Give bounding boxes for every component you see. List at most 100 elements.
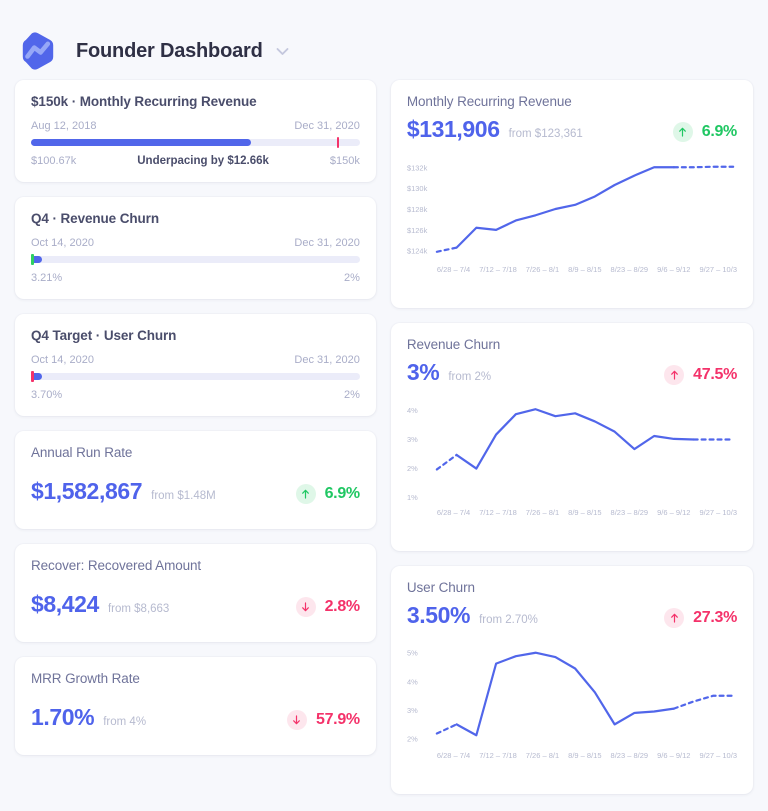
x-tick-label: 8/23 – 8/29 bbox=[610, 751, 649, 760]
x-tick-label: 7/26 – 8/1 bbox=[525, 751, 560, 760]
goal-footer: 3.21% 2% bbox=[31, 272, 360, 284]
goal-dates: Aug 12, 2018 Dec 31, 2020 bbox=[31, 120, 360, 132]
arrow-up-icon bbox=[664, 365, 685, 385]
goal-card[interactable]: Q4 Target · User Churn Oct 14, 2020 Dec … bbox=[15, 314, 376, 416]
x-tick-label: 7/26 – 8/1 bbox=[525, 265, 560, 274]
arrow-down-icon bbox=[286, 710, 307, 730]
chart-from-label: from bbox=[508, 128, 532, 140]
metric-title: MRR Growth Rate bbox=[31, 671, 140, 686]
x-tick-label: 8/9 – 8/15 bbox=[568, 751, 602, 760]
goal-end-date: Dec 31, 2020 bbox=[294, 237, 360, 249]
chevron-down-icon[interactable] bbox=[276, 47, 289, 56]
metric-row: $1,582,867 from $1.48M 6.9% bbox=[31, 478, 360, 505]
page-title: Founder Dashboard bbox=[76, 39, 263, 62]
svg-text:2%: 2% bbox=[407, 735, 418, 744]
line-chart: $124k $126k $128k $130k $132k bbox=[407, 153, 737, 263]
line-chart: 2% 3% 4% 5% bbox=[407, 639, 737, 749]
status-badge: 27.3% bbox=[664, 608, 737, 628]
goal-pace-marker bbox=[31, 254, 34, 265]
chart-card[interactable]: Revenue Churn 3% from 2% 47.5% bbox=[390, 323, 753, 551]
dashboard-grid: $150k · Monthly Recurring Revenue Aug 12… bbox=[0, 80, 768, 794]
chart-card[interactable]: Monthly Recurring Revenue $131,906 from … bbox=[390, 80, 753, 308]
x-tick-label: 6/28 – 7/4 bbox=[436, 508, 471, 517]
metric-change: 2.8% bbox=[324, 598, 361, 615]
goal-progress-fill bbox=[31, 373, 42, 380]
metric-row: $8,424 from $8,663 2.8% bbox=[31, 591, 360, 618]
chart-comparison: from 2% bbox=[448, 371, 491, 383]
x-tick-label: 7/12 – 7/18 bbox=[479, 751, 517, 760]
status-badge: 57.9% bbox=[286, 710, 360, 730]
chart-title: Monthly Recurring Revenue bbox=[406, 94, 572, 109]
arrow-up-icon bbox=[664, 608, 685, 628]
metric-title: Recover: Recovered Amount bbox=[31, 558, 202, 573]
goal-progress-fill bbox=[31, 139, 252, 146]
chart-from-value: $123,361 bbox=[534, 128, 583, 140]
metric-from-label: from bbox=[107, 603, 131, 615]
goal-start-value: $100.67k bbox=[31, 155, 77, 167]
metric-card[interactable]: MRR Growth Rate 1.70% from 4% 57.9% bbox=[15, 657, 376, 755]
chart-value: $131,906 bbox=[406, 116, 500, 142]
left-column: $150k · Monthly Recurring Revenue Aug 12… bbox=[15, 80, 376, 794]
arrow-down-icon bbox=[295, 597, 316, 617]
chart-from-label: from bbox=[479, 614, 503, 626]
goal-end-date: Dec 31, 2020 bbox=[294, 120, 360, 132]
metric-value: 1.70% bbox=[31, 704, 95, 730]
chart-from-label: from bbox=[448, 371, 472, 383]
chart-title: Revenue Churn bbox=[406, 337, 501, 352]
metric-value: $1,582,867 bbox=[31, 478, 143, 504]
x-tick-label: 6/28 – 7/4 bbox=[436, 751, 471, 760]
x-tick-label: 9/27 – 10/3 bbox=[699, 508, 737, 517]
goal-target-value: $150k bbox=[329, 155, 360, 167]
chart-comparison: from $123,361 bbox=[509, 128, 583, 140]
chart-from-value: 2.70% bbox=[505, 614, 538, 626]
chart-x-axis: 6/28 – 7/4 7/12 – 7/18 7/26 – 8/1 8/9 – 8/1… bbox=[407, 265, 737, 274]
chart-title: User Churn bbox=[406, 580, 475, 595]
svg-text:4%: 4% bbox=[407, 406, 418, 415]
x-tick-label: 9/27 – 10/3 bbox=[699, 265, 737, 274]
svg-text:4%: 4% bbox=[407, 677, 418, 686]
svg-text:1%: 1% bbox=[407, 493, 418, 502]
goal-progress-bar bbox=[31, 137, 360, 148]
x-tick-label: 9/6 – 9/12 bbox=[657, 508, 691, 517]
x-tick-label: 8/9 – 8/15 bbox=[568, 508, 602, 517]
metric-card[interactable]: Recover: Recovered Amount $8,424 from $8… bbox=[15, 544, 376, 642]
x-tick-label: 9/27 – 10/3 bbox=[699, 751, 737, 760]
metric-value-group: $1,582,867 from $1.48M bbox=[31, 478, 216, 505]
svg-text:3%: 3% bbox=[407, 706, 418, 715]
chart-summary-row: 3.50% from 2.70% 27.3% bbox=[407, 602, 737, 629]
svg-text:$128k: $128k bbox=[407, 205, 428, 214]
goal-pace-marker bbox=[336, 137, 340, 148]
goal-card[interactable]: $150k · Monthly Recurring Revenue Aug 12… bbox=[15, 80, 376, 182]
goal-target-value: 2% bbox=[343, 272, 360, 284]
svg-text:$126k: $126k bbox=[407, 226, 428, 235]
line-chart: 1% 2% 3% 4% bbox=[407, 396, 737, 506]
svg-text:$130k: $130k bbox=[407, 184, 428, 193]
x-tick-label: 8/9 – 8/15 bbox=[568, 265, 602, 274]
chart-change: 27.3% bbox=[693, 609, 737, 626]
chart-card[interactable]: User Churn 3.50% from 2.70% 27.3% bbox=[390, 566, 753, 794]
goal-status: Underpacing by $12.66k bbox=[137, 155, 269, 167]
chart-comparison: from 2.70% bbox=[479, 614, 538, 626]
chart-value: 3.50% bbox=[406, 602, 471, 628]
right-column: Monthly Recurring Revenue $131,906 from … bbox=[390, 80, 753, 794]
metric-card[interactable]: Annual Run Rate $1,582,867 from $1.48M bbox=[15, 431, 376, 529]
x-tick-label: 6/28 – 7/4 bbox=[436, 265, 471, 274]
metric-from-value: $1.48M bbox=[177, 490, 216, 502]
goal-footer: $100.67k Underpacing by $12.66k $150k bbox=[31, 155, 360, 167]
metric-change: 57.9% bbox=[315, 711, 360, 728]
goal-pace-marker bbox=[31, 371, 34, 382]
svg-text:$132k: $132k bbox=[407, 163, 428, 172]
status-badge: 47.5% bbox=[664, 365, 737, 385]
goal-target-value: 2% bbox=[343, 389, 360, 401]
chart-x-axis: 6/28 – 7/4 7/12 – 7/18 7/26 – 8/1 8/9 – 8/1… bbox=[407, 751, 737, 760]
goal-start-date: Oct 14, 2020 bbox=[31, 237, 94, 249]
goal-start-value: 3.21% bbox=[31, 272, 63, 284]
arrow-up-icon bbox=[672, 122, 693, 142]
goal-dates: Oct 14, 2020 Dec 31, 2020 bbox=[31, 354, 360, 366]
metric-from-value: 4% bbox=[129, 716, 147, 728]
metric-comparison: from 4% bbox=[103, 716, 146, 728]
goal-card[interactable]: Q4 · Revenue Churn Oct 14, 2020 Dec 31, … bbox=[15, 197, 376, 299]
svg-text:$124k: $124k bbox=[407, 247, 428, 256]
wave-hexagon-logo-icon bbox=[18, 31, 58, 71]
metric-from-value: $8,663 bbox=[134, 603, 170, 615]
